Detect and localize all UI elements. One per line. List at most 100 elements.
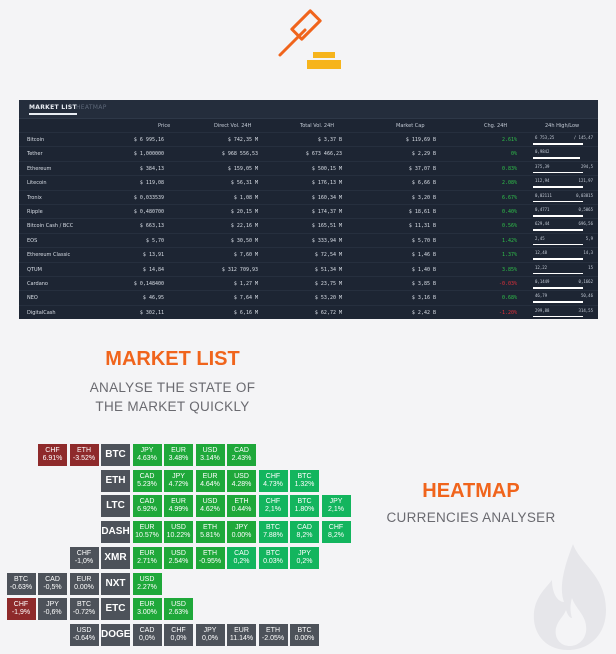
table-row[interactable]: Ethereum $ 384,13 $ 159,05 M $ 500,15 M $ 37…: [19, 160, 598, 176]
table-row[interactable]: Tronix $ 0,033539 $ 1,08 M $ 160,34 M $ 3,20…: [19, 189, 598, 205]
tab-heatmap[interactable]: HEATMAP: [76, 104, 107, 111]
low-value: 629,44: [535, 221, 550, 227]
cell-price: $ 0,480700: [133, 209, 164, 215]
coin-name: NEO: [27, 295, 38, 302]
heatmap-cell[interactable]: ETH -0.95%: [195, 546, 225, 569]
heatmap-cell[interactable]: EUR 4.64%: [195, 469, 225, 492]
change-value: 2.54%: [168, 557, 189, 565]
heatmap-cell[interactable]: CAD 0,0%: [132, 623, 162, 646]
heatmap-cell[interactable]: USD 2.54%: [164, 546, 193, 569]
currency-label: EUR: [202, 472, 218, 480]
cell-direct: $ 30,50 M: [230, 237, 258, 244]
heatmap-cell[interactable]: BTC 1.80%: [290, 495, 319, 518]
heatmap-cell[interactable]: CAD 8,2%: [290, 521, 319, 544]
table-row[interactable]: NEO $ 46,95 $ 7,64 M $ 53,20 M $ 3,16 B 0.68%…: [19, 290, 598, 305]
heatmap-cell[interactable]: JPY 2,1%: [321, 495, 351, 518]
heatmap-cell[interactable]: JPY 0,2%: [290, 546, 319, 569]
heatmap-base-doge[interactable]: DOGE: [101, 623, 130, 646]
cell-cap: $ 3,85 B: [411, 281, 436, 287]
heatmap-cell[interactable]: CAD 2.43%: [227, 444, 256, 466]
cell-price: $ 384,13: [139, 165, 164, 172]
table-row[interactable]: Bitcoin Cash / BCC $ 663,13 $ 22,16 M $ 165…: [19, 218, 598, 233]
heatmap-cell[interactable]: JPY 0,0%: [195, 623, 225, 646]
heatmap-cell[interactable]: BTC -0.63%: [6, 572, 36, 595]
table-row[interactable]: QTUM $ 14,84 $ 312 709,93 $ 51,34 M $ 1,40 B…: [19, 261, 598, 277]
heatmap-cell[interactable]: USD 10.22%: [164, 521, 193, 544]
heatmap-cell[interactable]: EUR 3.00%: [132, 598, 162, 621]
table-row[interactable]: DigitalCash $ 302,11 $ 6,16 M $ 62,72 M $ 2,…: [19, 304, 598, 320]
heatmap-cell[interactable]: ETH 5.81%: [195, 521, 225, 544]
heatmap-cell[interactable]: CHF 0,0%: [164, 623, 193, 646]
heatmap-cell[interactable]: CAD 5.23%: [132, 469, 162, 492]
heatmap-cell[interactable]: BTC 0.00%: [290, 623, 319, 646]
heatmap-cell[interactable]: JPY -0,6%: [38, 598, 67, 621]
heatmap-cell[interactable]: CHF 2,1%: [258, 495, 288, 518]
table-row[interactable]: Tether $ 1,000000 $ 968 556,53 $ 673 466,23…: [19, 146, 598, 161]
heatmap-cell[interactable]: ETH 0.44%: [227, 495, 256, 518]
header-price[interactable]: Price: [158, 123, 171, 129]
header-market-cap[interactable]: Market Cap: [396, 123, 425, 129]
heatmap-cell[interactable]: CHF 4.73%: [258, 469, 288, 492]
header-total-vol[interactable]: Total Vol. 24H: [300, 123, 335, 129]
cell-cap: $ 37,07 B: [408, 165, 436, 172]
heatmap-cell[interactable]: JPY 4.72%: [164, 469, 193, 492]
currency-label: BTC: [297, 626, 312, 634]
range-bar: [533, 215, 583, 217]
heatmap-cell[interactable]: BTC -0.72%: [69, 598, 99, 621]
heatmap-cell[interactable]: CHF -1,9%: [6, 598, 36, 621]
heatmap-cell[interactable]: JPY 4.63%: [132, 444, 162, 466]
header-high-low[interactable]: 24h High/Low: [545, 123, 580, 129]
heatmap-cell[interactable]: USD 3.14%: [195, 444, 225, 466]
cell-cap: $ 119,69 B: [405, 137, 436, 143]
heatmap-cell[interactable]: CHF 6.91%: [38, 444, 67, 466]
heatmap-cell[interactable]: ETH -2.05%: [258, 623, 288, 646]
heatmap-cell[interactable]: USD 2.63%: [164, 598, 193, 621]
heatmap-cell[interactable]: CHF -1,0%: [69, 546, 99, 569]
heatmap-cell[interactable]: BTC 7.88%: [258, 521, 288, 544]
header-change[interactable]: Chg. 24H: [484, 123, 508, 129]
heatmap-cell[interactable]: CAD 0,2%: [227, 546, 256, 569]
low-value: 0,1449: [535, 279, 550, 284]
cell-direct: $ 742,35 M: [227, 137, 258, 143]
heatmap-cell[interactable]: BTC 1.32%: [290, 469, 319, 492]
heatmap-base-btc[interactable]: BTC: [101, 444, 130, 466]
heatmap-cell[interactable]: BTC 0.03%: [258, 546, 288, 569]
heatmap-base-xmr[interactable]: XMR: [101, 546, 130, 569]
table-row[interactable]: Ripple $ 0,480700 $ 20,15 M $ 174,37 M $ 18,…: [19, 204, 598, 219]
range-bar: [533, 315, 583, 318]
heatmap-cell[interactable]: EUR 2.71%: [132, 546, 162, 569]
heatmap-cell[interactable]: USD -0.64%: [69, 623, 99, 646]
currency-label: JPY: [140, 447, 154, 454]
table-row[interactable]: Ethereum Classic $ 13,91 $ 7,60 M $ 72,54 M…: [19, 247, 598, 262]
heatmap-cell[interactable]: EUR 0.00%: [69, 572, 99, 595]
heatmap-cell[interactable]: EUR 4.99%: [164, 495, 193, 518]
table-row[interactable]: EOS $ 5,70 $ 30,50 M $ 333,94 M $ 5,70 B 1.42…: [19, 232, 598, 248]
heatmap-base-dash[interactable]: DASH: [101, 521, 130, 544]
currency-label: CHF: [45, 447, 60, 454]
currency-label: JPY: [235, 524, 248, 532]
change-value: 8,2%: [328, 532, 344, 540]
change-value: 1.80%: [294, 506, 315, 514]
heatmap-cell[interactable]: EUR 11.14%: [227, 623, 256, 646]
heatmap-base-eth[interactable]: ETH: [101, 469, 130, 492]
heatmap-cell[interactable]: CAD -0,5%: [38, 572, 67, 595]
table-row[interactable]: Litecoin $ 119,08 $ 56,31 M $ 176,13 M $ 6,6…: [19, 175, 598, 190]
heatmap-base-nxt[interactable]: NXT: [101, 572, 130, 595]
heatmap-base-ltc[interactable]: LTC: [101, 495, 130, 518]
heatmap-cell[interactable]: USD 2.27%: [132, 572, 162, 595]
heatmap-cell[interactable]: EUR 10.57%: [132, 521, 162, 544]
table-row[interactable]: Bitcoin $ 6 995,16 $ 742,35 M $ 3,37 B $ 119…: [19, 132, 598, 147]
high-low-range: 12,48 14,3: [533, 250, 595, 260]
heatmap-cell[interactable]: USD 4.28%: [227, 469, 256, 492]
heatmap-cell[interactable]: ETH -3.52%: [69, 444, 99, 466]
heatmap-cell[interactable]: CAD 6.92%: [132, 495, 162, 518]
cell-chg: 3.85%: [501, 266, 517, 273]
heatmap-cell[interactable]: USD 4.62%: [195, 495, 225, 518]
table-row[interactable]: Cardano $ 0,148400 $ 1,27 M $ 23,75 M $ 3,85…: [19, 276, 598, 291]
heatmap-cell[interactable]: JPY 0.00%: [227, 521, 256, 544]
header-direct-vol[interactable]: Direct Vol. 24H: [214, 123, 252, 129]
heatmap-base-etc[interactable]: ETC: [101, 598, 130, 621]
tab-market-list[interactable]: MARKET LIST: [29, 104, 77, 115]
heatmap-cell[interactable]: EUR 3.48%: [164, 444, 193, 466]
heatmap-cell[interactable]: CHF 8,2%: [321, 521, 351, 544]
